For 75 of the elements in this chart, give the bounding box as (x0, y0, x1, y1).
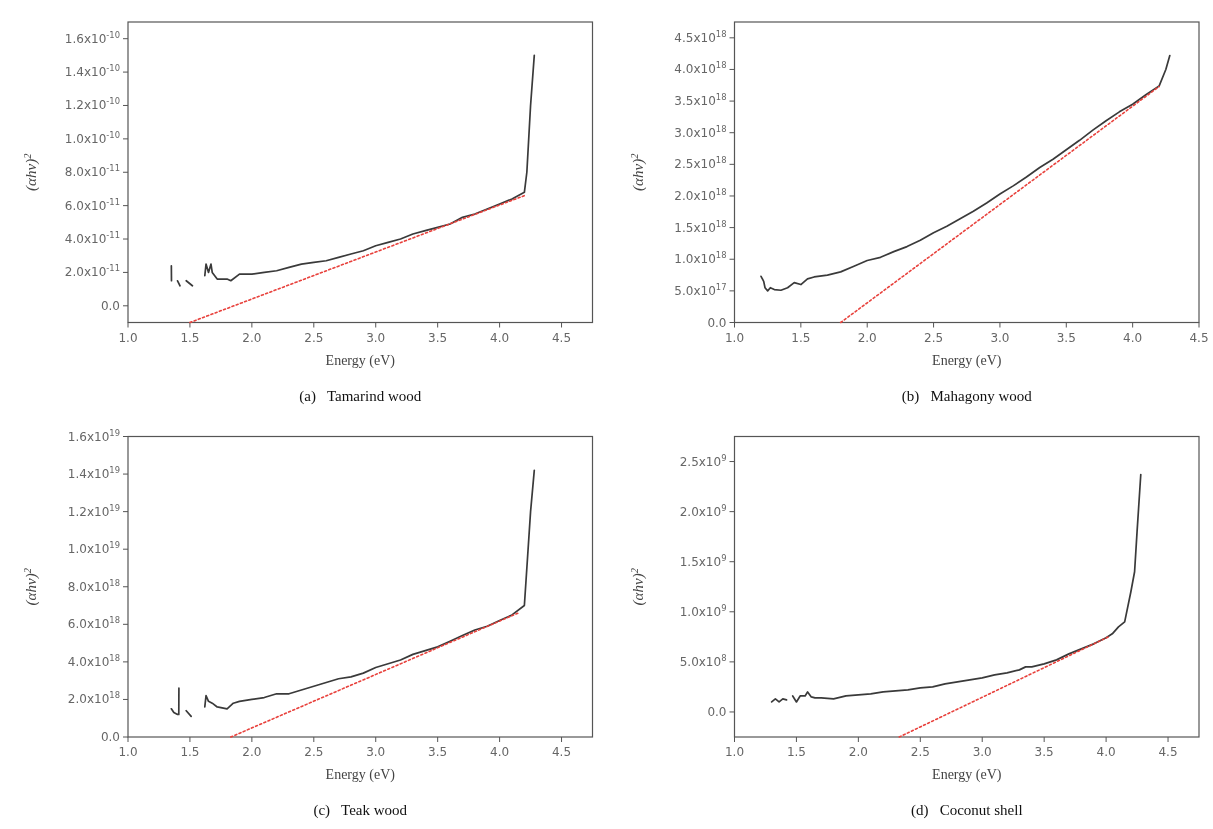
x-tick-label: 3.0 (990, 330, 1010, 345)
line-series (791, 473, 1142, 703)
y-tick-label: 1.0x10$^{9}$ (679, 602, 727, 619)
y-tick-label: 0.0 (100, 298, 120, 313)
x-tick-label: 4.0 (1096, 745, 1116, 759)
x-tick-label: 2.0 (848, 745, 868, 759)
x-tick-label: 4.5 (551, 330, 572, 345)
y-tick-label: 0.0 (707, 704, 727, 719)
x-tick-label: 4.0 (490, 330, 510, 345)
x-axis-title: Energy (eV) (932, 767, 1002, 783)
x-tick-label: 1.5 (180, 745, 200, 759)
y-tick-label: 3.5x10$^{18}$ (674, 92, 727, 109)
y-tick-label: 4.0x10$^{18}$ (674, 60, 727, 77)
x-axis-title: Energy (eV) (325, 767, 396, 783)
y-tick-label: 1.0x10$^{-10}$ (64, 129, 120, 146)
y-tick-label: 2.0x10$^{-11}$ (64, 263, 120, 280)
x-axis-title: Energy (eV) (932, 352, 1002, 369)
y-tick-label: 5.0x10$^{17}$ (674, 281, 727, 298)
x-tick-label: 3.0 (366, 330, 386, 345)
y-tick-label: 2.5x10$^{18}$ (674, 155, 727, 172)
x-tick-label: 1.5 (791, 330, 811, 345)
y-tick-label: 8.0x10$^{18}$ (67, 577, 120, 594)
x-tick-label: 1.0 (118, 745, 138, 759)
x-tick-label: 1.5 (180, 330, 200, 345)
y-tick-label: 5.0x10$^{8}$ (679, 652, 727, 669)
x-tick-label: 2.0 (242, 745, 262, 759)
y-tick-label: 1.6x10$^{19}$ (67, 427, 120, 444)
x-tick-label: 4.5 (1158, 745, 1178, 759)
y-tick-label: 1.5x10$^{18}$ (674, 218, 727, 235)
y-tick-label: 1.0x10$^{19}$ (67, 540, 120, 557)
y-tick-label: 8.0x10$^{-11}$ (64, 163, 120, 180)
y-tick-label: 6.0x10$^{-11}$ (64, 196, 120, 213)
x-tick-label: 4.5 (551, 745, 572, 759)
x-tick-label: 1.0 (118, 330, 138, 345)
y-tick-label: 6.0x10$^{18}$ (67, 615, 120, 632)
y-tick-label: 2.5x10$^{9}$ (679, 452, 727, 469)
y-tick-label: 2.0x10$^{18}$ (67, 690, 120, 707)
y-tick-label: 3.0x10$^{18}$ (674, 123, 727, 140)
x-tick-label: 2.5 (910, 745, 930, 759)
x-tick-label: 3.0 (366, 745, 386, 759)
x-tick-label: 3.0 (972, 745, 992, 759)
text: (b) Mahagony wood (901, 387, 1033, 405)
x-tick-label: 2.0 (242, 330, 262, 345)
y-tick-label: 1.4x10$^{19}$ (67, 465, 120, 482)
text: (c) Teak wood (313, 802, 408, 819)
y-tick-label: 2.0x10$^{9}$ (679, 502, 727, 519)
x-tick-label: 3.5 (428, 330, 448, 345)
x-tick-label: 1.0 (724, 330, 745, 345)
x-tick-label: 4.0 (1123, 330, 1143, 345)
text: (d) Coconut shell (910, 802, 1023, 819)
x-axis-title: Energy (eV) (325, 352, 396, 369)
y-tick-label: 4.0x10$^{18}$ (67, 652, 120, 669)
x-tick-label: 3.5 (1056, 330, 1076, 345)
x-tick-label: 3.5 (1034, 745, 1054, 759)
y-tick-label: 0.0 (100, 730, 120, 744)
x-tick-label: 3.5 (428, 745, 448, 759)
x-tick-label: 2.0 (857, 330, 877, 345)
y-tick-label: 0.0 (707, 315, 727, 330)
x-tick-label: 1.5 (786, 745, 806, 759)
y-tick-label: 1.0x10$^{18}$ (674, 250, 727, 267)
x-tick-label: 4.0 (490, 745, 510, 759)
y-tick-label: 1.5x10$^{9}$ (679, 552, 727, 569)
x-tick-label: 2.5 (304, 745, 324, 759)
y-tick-label: 1.2x10$^{-10}$ (64, 96, 120, 113)
y-tick-label: 2.0x10$^{18}$ (674, 186, 727, 203)
text: (a) Tamarind wood (299, 387, 422, 405)
x-tick-label: 2.5 (304, 330, 324, 345)
y-tick-label: 1.4x10$^{-10}$ (64, 63, 120, 80)
x-tick-label: 4.5 (1189, 330, 1209, 345)
y-tick-label: 4.5x10$^{18}$ (674, 28, 727, 45)
x-tick-label: 2.5 (924, 330, 944, 345)
y-tick-label: 1.6x10$^{-10}$ (64, 29, 120, 46)
y-tick-label: 4.0x10$^{-11}$ (64, 230, 120, 247)
y-tick-label: 1.2x10$^{19}$ (67, 502, 120, 519)
x-tick-label: 1.0 (724, 745, 745, 759)
